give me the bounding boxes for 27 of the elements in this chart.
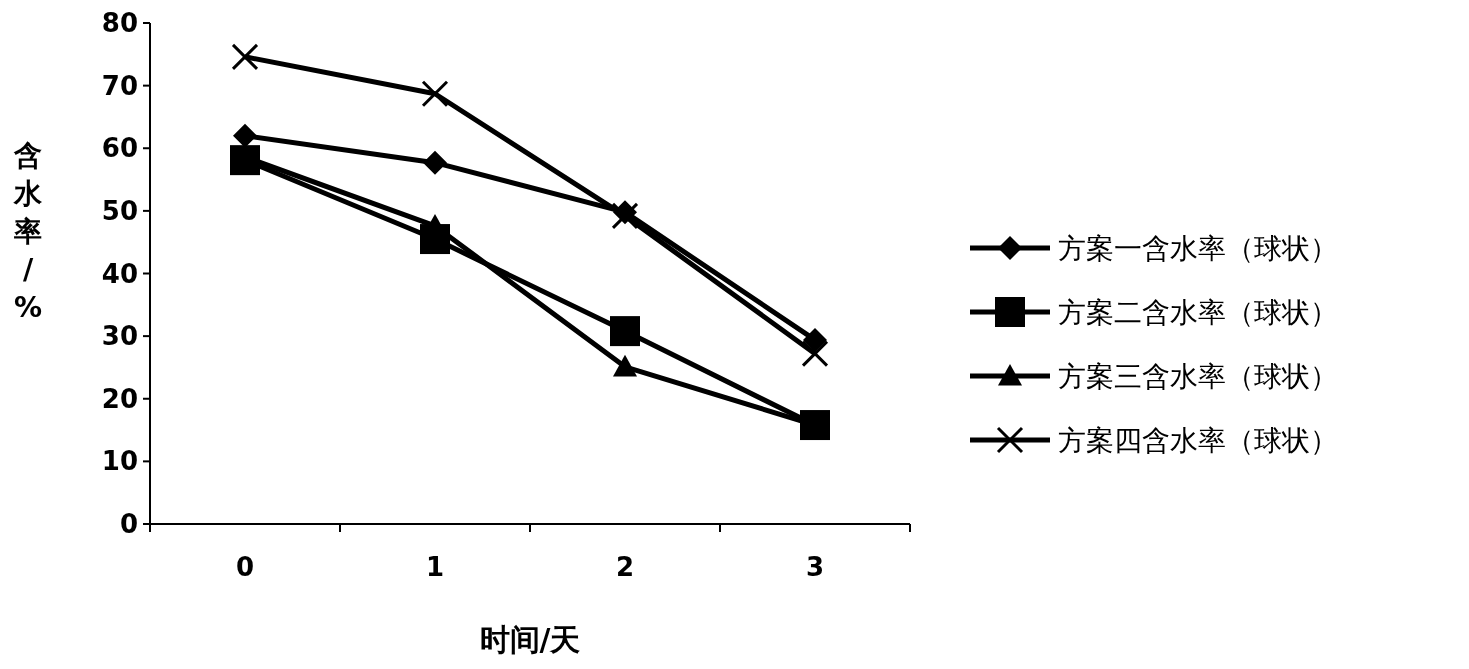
point [421,80,449,108]
y-axis-title: 含水率/% [13,139,43,324]
y-tick-label: 30 [101,321,138,352]
point [610,316,640,347]
y-tick-label: 80 [101,8,138,38]
y-tick-label: 10 [101,446,138,477]
point [423,150,447,175]
point [233,123,257,148]
x-tick-label: 3 [805,552,825,582]
y-tick-label: 50 [101,195,138,226]
y-tick-label: 70 [101,70,138,101]
legend-label: 方案四含水率（球状） [1058,424,1338,457]
x-axis-title: 时间/天 [479,622,581,657]
point [803,327,827,352]
point [231,43,259,71]
legend-label: 方案一含水率（球状） [1058,232,1338,265]
x-tick-label: 1 [425,552,445,582]
y-tick-label: 60 [101,133,138,164]
x-tick-label: 2 [615,552,635,582]
point [801,340,829,368]
x-tick-label: 0 [235,552,255,582]
point [611,202,639,230]
y-tick-label: 20 [101,383,138,414]
y-tick-label: 0 [119,509,138,539]
legend-label: 方案二含水率（球状） [1058,296,1338,329]
legend-label: 方案三含水率（球状） [1058,360,1338,393]
y-tick-label: 40 [101,258,138,289]
